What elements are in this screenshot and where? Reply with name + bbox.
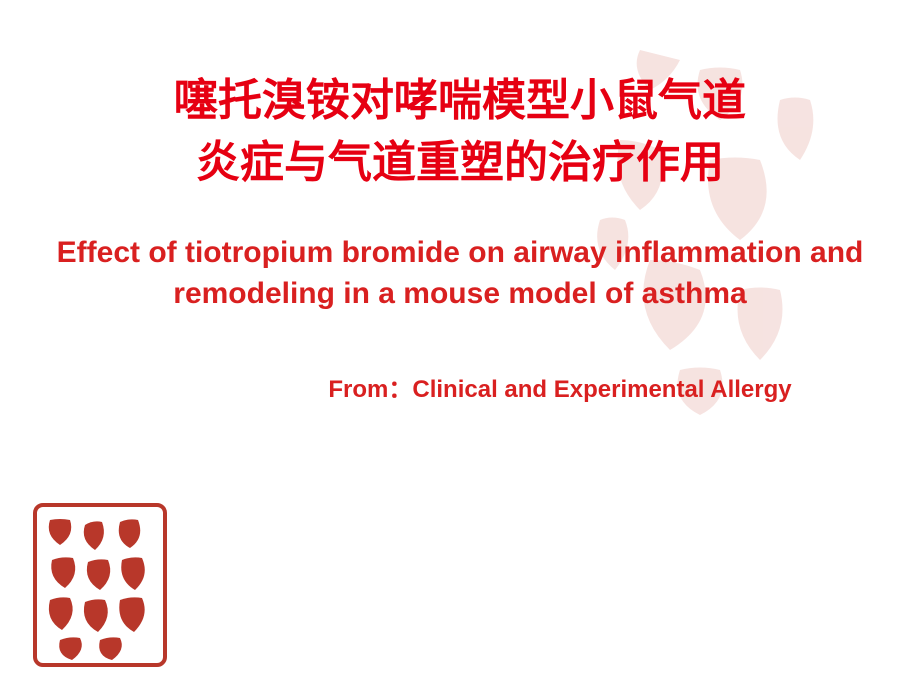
source-label: From：: [328, 376, 412, 403]
title-english: Effect of tiotropium bromide on airway i…: [0, 233, 920, 314]
title-cn-line2: 炎症与气道重塑的治疗作用: [196, 138, 724, 187]
source-text: Clinical and Experimental Allergy: [412, 376, 791, 403]
slide-content: 噻托溴铵对哮喘模型小鼠气道 炎症与气道重塑的治疗作用 Effect of tio…: [0, 0, 920, 404]
seal-stamp-bottom: [30, 500, 170, 670]
title-cn-line1: 噻托溴铵对哮喘模型小鼠气道: [174, 76, 746, 125]
source-citation: From：Clinical and Experimental Allergy: [0, 369, 920, 404]
title-chinese: 噻托溴铵对哮喘模型小鼠气道 炎症与气道重塑的治疗作用: [0, 70, 920, 193]
